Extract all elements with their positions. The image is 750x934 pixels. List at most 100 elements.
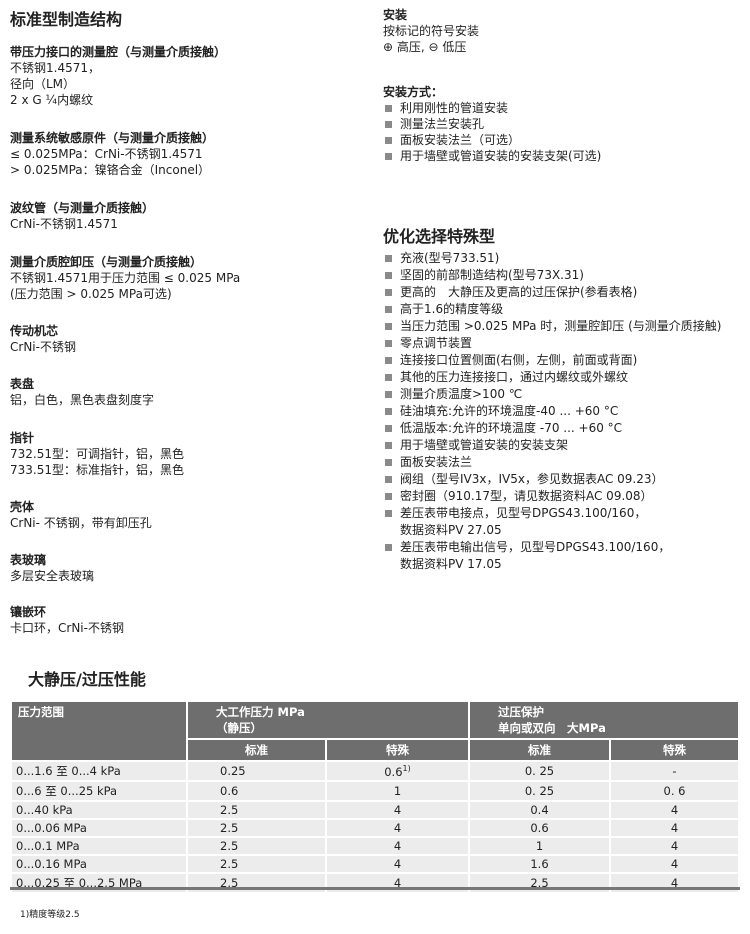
bullet-square-icon <box>385 544 392 551</box>
cell-working-special: 0.61) <box>327 762 468 780</box>
bullet-square-icon <box>385 137 392 144</box>
spec-section: 壳体 CrNi- 不锈钢，带有卸压孔 <box>10 499 152 531</box>
spec-line: 径向（LM） <box>10 77 76 91</box>
cell-working-special: 4 <box>327 838 468 854</box>
header-working-l2: （静压） <box>216 721 262 735</box>
bullet-text: 阀组（型号IV3x，IV5x，参见数据表AC 09.23） <box>400 472 664 486</box>
cell-value: 4 <box>393 839 402 853</box>
bullet-square-icon <box>385 340 392 347</box>
cell-working-special: 1 <box>327 782 468 800</box>
bullet-item: 阀组（型号IV3x，IV5x，参见数据表AC 09.23） <box>383 471 721 488</box>
bullet-square-icon <box>385 476 392 483</box>
cell-overload-standard: 0.6 <box>470 820 609 836</box>
spec-line: 733.51型：标准指针，铝，黑色 <box>10 463 184 477</box>
bullet-text: 其他的压力连接接口，通过内螺纹或外螺纹 <box>400 370 629 384</box>
bullet-text: 零点调节装置 <box>400 336 473 350</box>
bullet-text: 当压力范围 >0.025 MPa 时，测量腔卸压 (与测量介质接触) <box>400 319 722 333</box>
cell-overload-standard: 0. 25 <box>470 762 609 780</box>
bullet-text: 测量法兰安装孔 <box>400 117 485 131</box>
cell-range: 0...0.1 MPa <box>12 838 186 854</box>
bullet-item: 高于1.6的精度等级 <box>383 301 721 318</box>
spec-heading: 表盘 <box>10 377 35 391</box>
bullet-item: 利用刚性的管道安装 <box>383 100 601 116</box>
bullet-square-icon <box>385 357 392 364</box>
bullet-square-icon <box>385 493 392 500</box>
bullet-square-icon <box>385 374 392 381</box>
bullet-text: 高于1.6的精度等级 <box>400 302 504 316</box>
bullet-text: 面板安装法兰 <box>400 455 473 469</box>
header-overload-standard: 标准 <box>470 740 609 760</box>
cell-overload-special: - <box>611 762 738 780</box>
cell-working-standard: 2.5 <box>188 820 325 836</box>
spec-section: 指针 732.51型：可调指针，铝，黑色 733.51型：标准指针，铝，黑色 <box>10 430 184 478</box>
cell-overload-special: 4 <box>611 802 738 818</box>
spec-section: 表盘 铝，白色，黑色表盘刻度字 <box>10 376 154 408</box>
spec-heading: 带压力接口的测量腔（与测量介质接触） <box>10 45 227 59</box>
table-row: 0...0.1 MPa 2.5 4 1 4 <box>12 838 738 854</box>
header-range: 压力范围 <box>12 702 186 760</box>
install-line: 按标记的符号安装 <box>383 24 480 38</box>
bullet-text: 用于墙壁或管道安装的安装支架(可选) <box>400 149 602 163</box>
install-methods-section: 安装方式： 利用刚性的管道安装 测量法兰安装孔面板安装法兰（可选） 用于墙壁或管道安… <box>383 84 601 164</box>
header-overload-l1: 过压保护 <box>498 705 544 719</box>
left-title: 标准型制造结构 <box>10 10 123 29</box>
table-row: 0...1.6 至 0...4 kPa 0.25 0.61) 0. 25- <box>12 762 738 780</box>
header-working-standard: 标准 <box>188 740 325 760</box>
bullet-item: 面板安装法兰 <box>383 454 721 471</box>
cell-range: 0...1.6 至 0...4 kPa <box>12 762 186 780</box>
spec-line: > 0.025MPa：镍铬合金（Inconel） <box>10 163 211 177</box>
options-title: 优化选择特殊型 <box>383 227 496 246</box>
bullet-square-icon <box>385 425 392 432</box>
bullet-text: 面板安装法兰（可选） <box>400 133 521 147</box>
cell-value: 4 <box>393 857 402 871</box>
bullet-square-icon <box>385 289 392 296</box>
spec-section: 传动机芯 CrNi-不锈钢 <box>10 323 76 355</box>
bullet-square-icon <box>385 323 392 330</box>
cell-working-standard: 2.5 <box>188 856 325 872</box>
cell-working-standard: 2.5 <box>188 838 325 854</box>
cell-overload-standard: 1.6 <box>470 856 609 872</box>
cell-overload-special: 4 <box>611 856 738 872</box>
bullet-square-icon <box>385 459 392 466</box>
spec-heading: 指针 <box>10 431 35 445</box>
install-section: 安装 按标记的符号安装 ⊕ 高压, ⊖ 低压 <box>383 7 479 55</box>
bullet-square-icon <box>385 255 392 262</box>
header-overload-special: 特殊 <box>611 740 738 760</box>
bullet-item: 差压表带电输出信号，见型号DPGS43.100/160， 数据资料PV 17.05 <box>383 539 721 573</box>
cell-working-standard: 0.25 <box>188 762 325 780</box>
spec-line: 多层安全表玻璃 <box>10 569 95 583</box>
cell-working-special: 4 <box>327 802 468 818</box>
spec-line: ≤ 0.025MPa：CrNi-不锈钢1.4571 <box>10 147 203 161</box>
spec-section: 带压力接口的测量腔（与测量介质接触） 不锈钢1.4571， 径向（LM） 2 x G … <box>10 44 226 108</box>
bullet-text: 更高的 大静压及更高的过压保护(参看表格) <box>400 285 638 299</box>
bullet-item: 低温版本:允许的环境温度 -70 ... +60 °C <box>383 420 721 437</box>
bullet-text: 差压表带电接点，见型号DPGS43.100/160， <box>400 506 647 520</box>
bullet-text: 坚固的前部制造结构(型号73X.31) <box>400 268 584 282</box>
cell-value: 1 <box>393 784 402 798</box>
table-title: 大静压/过压性能 <box>28 670 146 689</box>
footnote: 1)精度等级2.5 <box>20 910 80 920</box>
spec-section: 表玻璃 多层安全表玻璃 <box>10 552 94 584</box>
bullet-square-icon <box>385 391 392 398</box>
bullet-text: 数据资料PV 17.05 <box>400 557 502 571</box>
spec-heading: 测量系统敏感原件（与测量介质接触） <box>10 131 215 145</box>
spec-heading: 测量介质腔卸压（与测量介质接触） <box>10 255 203 269</box>
table-row: 0...0.16 MPa 2.5 4 1.6 4 <box>12 856 738 872</box>
spec-line: 不锈钢1.4571用于压力范围 ≤ 0.025 MPa <box>10 271 241 285</box>
table-row: 0...0.06 MPa 2.5 4 0.6 4 <box>12 820 738 836</box>
bullet-square-icon <box>385 105 392 112</box>
bullet-text: 数据资料PV 27.05 <box>400 523 502 537</box>
install-line: ⊕ 高压, ⊖ 低压 <box>383 40 467 54</box>
bullet-text: 连接接口位置侧面(右侧，左侧，前面或背面) <box>400 353 638 367</box>
cell-overload-special: 4 <box>611 820 738 836</box>
spec-line: 不锈钢1.4571， <box>10 61 100 75</box>
bullet-item: 用于墙壁或管道安装的安装支架 <box>383 437 721 454</box>
bullet-item: 密封圈（910.17型，请见数据资料AC 09.08） <box>383 488 721 505</box>
cell-range: 0...0.16 MPa <box>12 856 186 872</box>
bullet-square-icon <box>385 306 392 313</box>
install-methods-heading: 安装方式： <box>383 85 444 99</box>
bullet-item: 测量介质温度>100 ℃ <box>383 386 721 403</box>
spec-heading: 镶嵌环 <box>10 605 47 619</box>
bullet-text: 低温版本:允许的环境温度 -70 ... +60 °C <box>400 421 623 435</box>
